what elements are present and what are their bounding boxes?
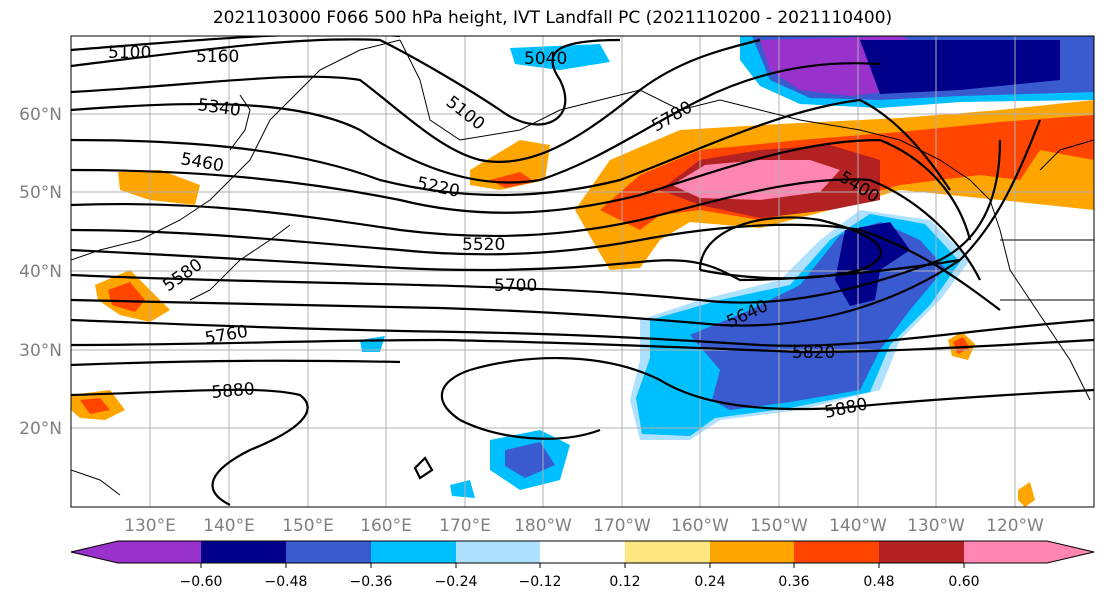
contour-label: 5880 <box>211 379 256 403</box>
colorbar-tick: 0.36 <box>778 574 809 590</box>
lon-label: 170°E <box>439 516 491 536</box>
colorbar-segment <box>456 541 540 563</box>
colorbar-tick: −0.36 <box>350 574 393 590</box>
contour-label: 5100 <box>108 43 151 63</box>
lon-label: 160°E <box>360 516 412 536</box>
colorbar-tick: −0.24 <box>435 574 478 590</box>
lon-label: 160°W <box>671 516 729 536</box>
lat-label: 60°N <box>19 105 62 125</box>
contour-label: 5820 <box>792 343 835 363</box>
lat-label: 20°N <box>19 419 62 439</box>
lat-label: 40°N <box>19 262 62 282</box>
height-contours <box>71 36 1094 506</box>
contour-label: 5040 <box>524 49 567 69</box>
lon-label: 150°E <box>282 516 334 536</box>
lat-label: 30°N <box>19 341 62 361</box>
lon-label: 180°W <box>514 516 572 536</box>
coastlines <box>71 39 1094 496</box>
lat-label: 50°N <box>19 183 62 203</box>
contour-label: 5700 <box>494 276 537 296</box>
colorbar-segment <box>710 541 794 563</box>
colorbar-segment <box>879 541 964 563</box>
longitude-labels: 130°E 140°E 150°E 160°E 170°E 180°W 170°… <box>124 516 1044 536</box>
colorbar-segment <box>794 541 879 563</box>
latitude-labels: 60°N 50°N 40°N 30°N 20°N <box>19 105 62 439</box>
colorbar-segment <box>71 541 201 563</box>
colorbar-tick: −0.48 <box>265 574 308 590</box>
lon-label: 170°W <box>593 516 651 536</box>
lon-label: 130°W <box>907 516 965 536</box>
colorbar-tick: 0.24 <box>694 574 725 590</box>
map-frame <box>70 35 1095 508</box>
map-area: 5100 5160 5040 5100 5340 5780 5460 5220 … <box>71 36 1094 507</box>
negative-ivt-shading <box>360 36 1094 498</box>
colorbar-tick: 0.60 <box>948 574 979 590</box>
colorbar-tick: 0.48 <box>863 574 894 590</box>
colorbar: −0.60 −0.48 −0.36 −0.24 −0.12 0.12 0.24 … <box>70 540 1095 590</box>
colorbar-segment <box>371 541 456 563</box>
colorbar-segment <box>625 541 710 563</box>
lon-label: 140°W <box>829 516 887 536</box>
contour-label: 5160 <box>196 47 239 67</box>
colorbar-tick: −0.60 <box>180 574 223 590</box>
contour-label: 5520 <box>462 235 505 255</box>
lon-label: 140°E <box>203 516 255 536</box>
map-title: 2021103000 F066 500 hPa height, IVT Land… <box>212 8 893 28</box>
colorbar-segment <box>201 541 286 563</box>
colorbar-segment <box>964 541 1094 563</box>
positive-ivt-shading <box>71 100 1094 507</box>
colorbar-tick: −0.12 <box>519 574 562 590</box>
lon-label: 130°E <box>124 516 176 536</box>
lon-label: 120°W <box>986 516 1044 536</box>
graticule <box>71 36 1094 507</box>
colorbar-segment <box>286 541 371 563</box>
colorbar-segment <box>540 541 625 563</box>
colorbar-tick: 0.12 <box>609 574 640 590</box>
lon-label: 150°W <box>750 516 808 536</box>
